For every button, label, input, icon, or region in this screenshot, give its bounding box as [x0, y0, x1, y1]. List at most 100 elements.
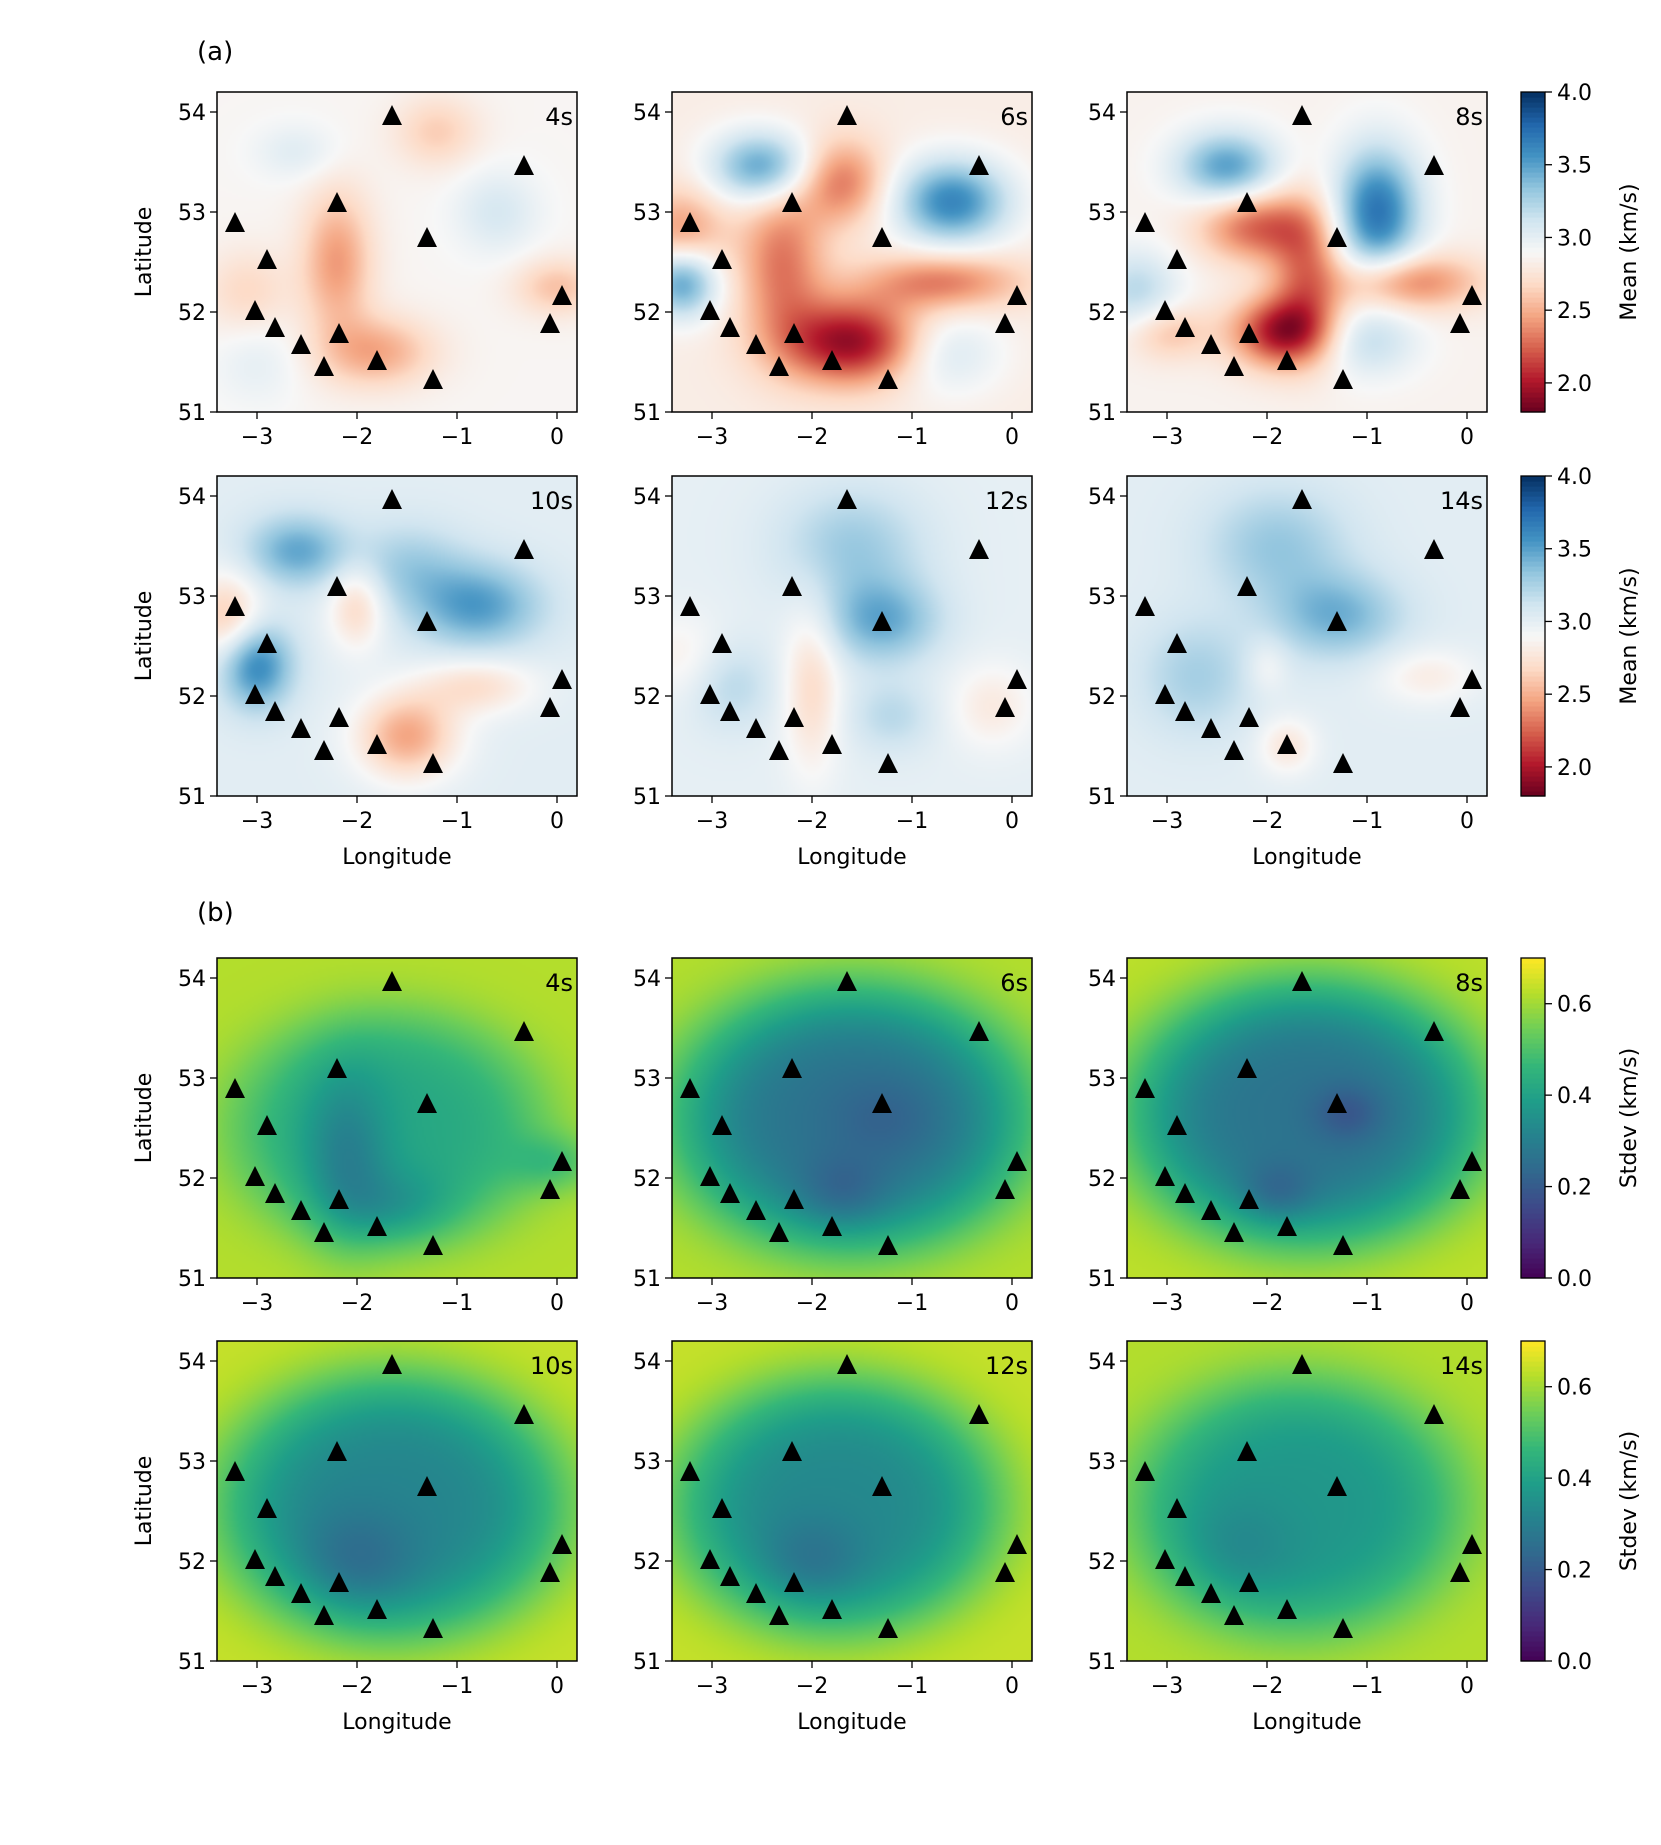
station-triangle: [1239, 1189, 1259, 1209]
station-triangle: [712, 633, 732, 653]
y-tick-label: 51: [178, 785, 206, 810]
y-tick-label: 54: [1088, 967, 1116, 992]
station-triangle: [1007, 1534, 1027, 1554]
y-tick-label: 53: [178, 201, 206, 226]
colorbar-segment: [1521, 761, 1545, 767]
heatmap-field: [1127, 958, 1487, 1278]
colorbar-segment: [1521, 1003, 1545, 1009]
x-tick-label: −1: [441, 1291, 473, 1316]
x-tick-label: −3: [1151, 1674, 1183, 1699]
colorbar-segment: [1521, 501, 1545, 507]
x-tick-label: 0: [1460, 425, 1474, 450]
station-triangle: [1333, 1618, 1353, 1638]
colorbar-segment: [1521, 282, 1545, 288]
station-triangle: [1007, 1151, 1027, 1171]
station-triangle: [1239, 323, 1259, 343]
x-tick-label: −3: [241, 1674, 273, 1699]
colorbar-frame: [1520, 957, 1546, 1279]
x-tick-label: −3: [1151, 425, 1183, 450]
station-triangle: [1155, 300, 1175, 320]
colorbar-segment: [1521, 367, 1545, 373]
colorbar-segment: [1521, 1496, 1545, 1502]
y-tick-label: 53: [1088, 1067, 1116, 1092]
station-triangle: [225, 1461, 245, 1481]
colorbar-segment: [1521, 112, 1545, 118]
colorbar-segment: [1521, 187, 1545, 193]
colorbar-segment: [1521, 1058, 1545, 1064]
station-triangle: [314, 356, 334, 376]
colorbar-segment: [1521, 357, 1545, 363]
x-tick-label: −3: [696, 1291, 728, 1316]
station-triangle: [423, 1235, 443, 1255]
colorbar-segment: [1521, 1441, 1545, 1447]
y-tick-label: 53: [633, 1450, 661, 1475]
colorbar-segment: [1521, 1561, 1545, 1567]
colorbar-segment: [1521, 1426, 1545, 1432]
colorbar-segment: [1521, 292, 1545, 298]
colorbar-segment: [1521, 676, 1545, 682]
colorbar-frame: [1520, 91, 1546, 413]
colorbar-segment: [1521, 756, 1545, 762]
station-triangle: [382, 489, 402, 509]
colorbar-segment: [1521, 202, 1545, 208]
colorbar-segment: [1521, 132, 1545, 138]
station-triangle: [872, 227, 892, 247]
colorbar-segment: [1521, 1173, 1545, 1179]
x-tick-label: −1: [1351, 1291, 1383, 1316]
station-triangle: [1327, 1093, 1347, 1113]
colorbar-segment: [1521, 1361, 1545, 1367]
colorbar-segment: [1521, 1611, 1545, 1617]
station-triangle: [872, 1093, 892, 1113]
station-triangle: [291, 718, 311, 738]
colorbar-segment: [1521, 968, 1545, 974]
colorbar-segment: [1521, 397, 1545, 403]
period-label: 4s: [545, 969, 573, 997]
mean-panel-10s: −3 −2 −1 0 51 52 53 54 10s Latitude Longitude: [132, 475, 578, 870]
colorbar-segment: [1521, 988, 1545, 994]
station-triangle: [1135, 212, 1155, 232]
station-triangle: [1175, 317, 1195, 337]
colorbar-segment: [1521, 691, 1545, 697]
colorbar-segment: [1521, 1183, 1545, 1189]
station-triangle: [257, 249, 277, 269]
station-triangle: [291, 1583, 311, 1603]
colorbar-segment: [1521, 646, 1545, 652]
colorbar-segment: [1521, 1053, 1545, 1059]
colorbar-segment: [1521, 1008, 1545, 1014]
stdev-panel-12s: −3 −2 −1 0 51 52 53 54 12s Longitude: [633, 1340, 1033, 1735]
colorbar-tick-label: 0.4: [1557, 1084, 1592, 1109]
x-tick-label: −1: [896, 1291, 928, 1316]
colorbar-segment: [1521, 766, 1545, 772]
colorbar-segment: [1521, 1446, 1545, 1452]
colorbar-segment: [1521, 197, 1545, 203]
y-tick-label: 53: [178, 585, 206, 610]
axes-frame: [1126, 91, 1488, 413]
mean-panel-8s: −3 −2 −1 0 51 52 53 54 8s: [1088, 91, 1488, 450]
station-triangle: [329, 707, 349, 727]
colorbar-segment: [1521, 741, 1545, 747]
colorbar-segment: [1521, 1616, 1545, 1622]
colorbar-segment: [1521, 1406, 1545, 1412]
station-triangle: [514, 539, 534, 559]
colorbar-segment: [1521, 641, 1545, 647]
colorbar-segment: [1521, 117, 1545, 123]
x-axis-label: Longitude: [1252, 1710, 1361, 1735]
station-triangle: [782, 1441, 802, 1461]
colorbar-segment: [1521, 352, 1545, 358]
colorbar-segment: [1521, 621, 1545, 627]
station-triangle: [1239, 707, 1259, 727]
station-triangle: [1277, 734, 1297, 754]
station-triangle: [769, 1222, 789, 1242]
colorbar-segment: [1521, 237, 1545, 243]
station-triangle: [245, 1549, 265, 1569]
colorbar-segment: [1521, 1631, 1545, 1637]
station-triangle: [1224, 356, 1244, 376]
colorbar-segment: [1521, 1043, 1545, 1049]
colorbar-segment: [1521, 1381, 1545, 1387]
axes-frame: [216, 1340, 578, 1662]
colorbar-segment: [1521, 102, 1545, 108]
colorbar-segment: [1521, 162, 1545, 168]
colorbar-segment: [1521, 262, 1545, 268]
colorbar-segment: [1521, 327, 1545, 333]
colorbar-segment: [1521, 506, 1545, 512]
